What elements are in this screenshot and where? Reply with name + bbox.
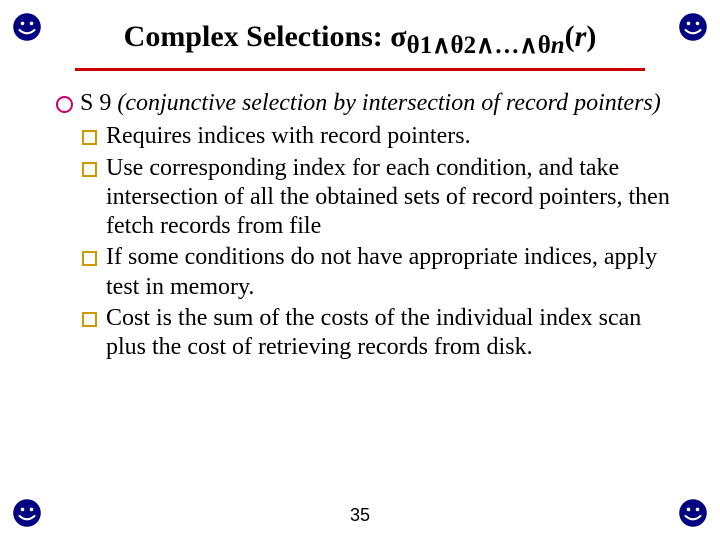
and-n: ∧: [519, 32, 537, 59]
sub-n: n: [551, 32, 565, 59]
slide: Complex Selections: σθ1∧θ2∧…∧θn(r) S 9 (…: [0, 0, 720, 540]
bullet-cost: Cost is the sum of the costs of the indi…: [50, 304, 670, 363]
page-number: 35: [0, 505, 720, 526]
s9-label: S 9: [80, 90, 111, 116]
s9-desc: (conjunctive selection by intersection o…: [111, 90, 660, 116]
content-body: S 9 (conjunctive selection by intersecti…: [50, 89, 670, 362]
sub-1: 1: [420, 32, 433, 59]
sub-2: 2: [464, 32, 477, 59]
slide-title: Complex Selections: σθ1∧θ2∧…∧θn(r): [50, 20, 670, 60]
corner-icon-top-right: [676, 10, 710, 44]
bullet-s9: S 9 (conjunctive selection by intersecti…: [50, 89, 670, 118]
bullet-requires: Requires indices with record pointers.: [50, 122, 670, 151]
and-1: ∧: [432, 32, 450, 59]
theta-2: θ: [451, 32, 464, 59]
title-prefix: Complex Selections:: [124, 20, 391, 53]
theta-1: θ: [407, 32, 420, 59]
corner-icon-top-left: [10, 10, 44, 44]
title-rule: [75, 68, 645, 71]
bullet-if-text: If some conditions do not have appropria…: [106, 244, 657, 299]
theta-n: θ: [538, 32, 551, 59]
bullet-cost-text: Cost is the sum of the costs of the indi…: [106, 305, 641, 360]
bullet-requires-text: Requires indices with record pointers.: [106, 123, 471, 149]
bullet-if: If some conditions do not have appropria…: [50, 243, 670, 302]
bullet-use-text: Use corresponding index for each conditi…: [106, 155, 670, 240]
bullet-use: Use corresponding index for each conditi…: [50, 154, 670, 242]
sigma-symbol: σ: [390, 20, 406, 53]
title-r: r: [575, 20, 587, 53]
and-2: ∧: [476, 32, 494, 59]
dots: …: [494, 32, 519, 59]
